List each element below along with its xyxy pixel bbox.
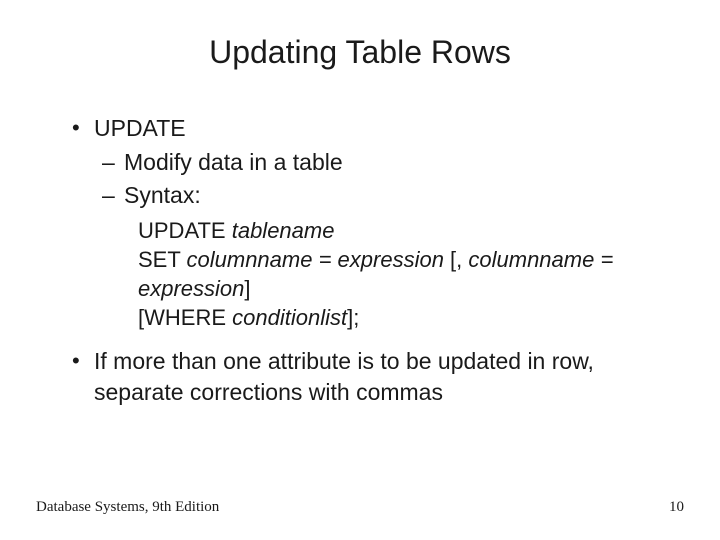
slide-title: Updating Table Rows (36, 34, 684, 71)
sub-bullet-syntax: Syntax: (102, 180, 684, 210)
kw-where: [WHERE (138, 305, 232, 330)
sub-bullet-modify: Modify data in a table (102, 147, 684, 177)
bracket-open-comma: [, (450, 247, 468, 272)
bullet-update-text: UPDATE (94, 115, 186, 141)
bullet-update: UPDATE Modify data in a table Syntax: UP… (72, 113, 684, 332)
slide: Updating Table Rows UPDATE Modify data i… (0, 0, 720, 540)
bullet-multi-attribute: If more than one attribute is to be upda… (72, 346, 684, 407)
sub-bullet-list: Modify data in a table Syntax: (102, 147, 684, 210)
bracket-close: ] (244, 276, 250, 301)
syntax-line-2: SET columnname = expression [, columnnam… (138, 245, 684, 303)
ident-tablename: tablename (232, 218, 335, 243)
footer-left: Database Systems, 9th Edition (36, 499, 219, 516)
kw-update: UPDATE (138, 218, 232, 243)
bracket-close-semi: ]; (347, 305, 359, 330)
bullet-list: UPDATE Modify data in a table Syntax: UP… (72, 113, 684, 407)
slide-footer: Database Systems, 9th Edition 10 (36, 499, 684, 516)
syntax-line-3: [WHERE conditionlist]; (138, 303, 684, 332)
slide-body: UPDATE Modify data in a table Syntax: UP… (36, 113, 684, 407)
syntax-line-1: UPDATE tablename (138, 216, 684, 245)
kw-set: SET (138, 247, 187, 272)
ident-colexpr-1: columnname = expression (187, 247, 451, 272)
ident-conditionlist: conditionlist (232, 305, 347, 330)
footer-page-number: 10 (669, 499, 684, 516)
syntax-block: UPDATE tablename SET columnname = expres… (138, 216, 684, 332)
